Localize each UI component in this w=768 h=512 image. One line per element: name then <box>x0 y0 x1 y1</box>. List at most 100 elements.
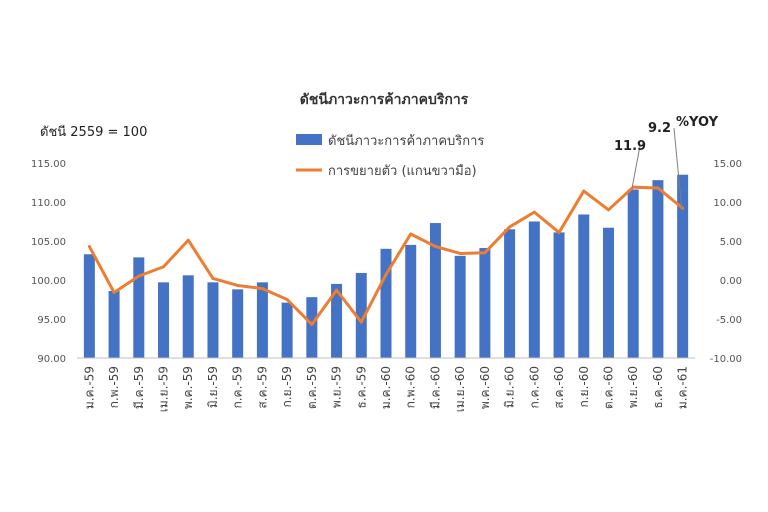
x-tick-label: มิ.ย.-59 <box>206 366 220 408</box>
bar <box>578 214 590 358</box>
bar <box>207 282 219 358</box>
line-point <box>112 290 116 294</box>
right-tick-label: 5.00 <box>720 237 742 248</box>
line-point <box>433 244 437 248</box>
x-tick-label: ธ.ค.-59 <box>354 366 368 409</box>
left-axis-unit-label: ดัชนี 2559 = 100 <box>40 124 147 140</box>
x-tick-label: พ.ค.-59 <box>181 366 195 409</box>
x-tick-label: พ.ย.-60 <box>626 366 640 408</box>
annotation-label: 11.9 <box>614 139 646 154</box>
right-tick-label: 0.00 <box>720 276 742 287</box>
line-point <box>532 210 536 214</box>
line-point <box>384 273 388 277</box>
line-point <box>582 189 586 193</box>
x-tick-label: เม.ย.-60 <box>453 366 467 412</box>
x-tick-label: ม.ค.-60 <box>379 366 393 409</box>
x-tick-label: ก.ค.-60 <box>527 366 541 409</box>
left-tick-label: 110.00 <box>31 198 66 209</box>
x-tick-label: ธ.ค.-60 <box>651 366 665 409</box>
x-tick-label: ม.ค.-61 <box>676 366 690 409</box>
bar <box>627 189 639 358</box>
chart-title: ดัชนีภาวะการค้าภาคบริการ <box>300 92 469 108</box>
bar <box>331 283 343 358</box>
x-tick-label: พ.ค.-60 <box>478 366 492 409</box>
bar <box>479 248 491 358</box>
bar <box>504 229 516 358</box>
annotation-label: 9.2 <box>648 121 671 136</box>
line-series <box>87 185 685 326</box>
left-tick-label: 95.00 <box>37 315 66 326</box>
annotation-leader <box>673 127 683 209</box>
line-point <box>335 288 339 292</box>
legend-bar-swatch <box>296 134 322 145</box>
bar <box>182 275 194 358</box>
bar <box>677 174 689 358</box>
bar <box>652 180 664 358</box>
line-point <box>211 276 215 280</box>
line-point <box>656 186 660 190</box>
line-point <box>162 265 166 269</box>
bar <box>429 223 441 358</box>
bar <box>380 248 392 358</box>
x-tick-label: ส.ค.-60 <box>552 366 566 409</box>
bar <box>454 255 466 358</box>
x-tick-label: พ.ย.-59 <box>330 366 344 408</box>
bar <box>158 282 170 358</box>
x-tick-label: ก.ย.-59 <box>280 366 294 408</box>
right-tick-label: 10.00 <box>713 198 742 209</box>
x-tick-label: ต.ค.-60 <box>601 366 615 409</box>
x-tick-label: ก.ย.-60 <box>577 366 591 408</box>
x-tick-label: มี.ค.-59 <box>132 366 146 409</box>
line-point <box>557 230 561 234</box>
legend-line-label: การขยายตัว (แกนขวามือ) <box>328 163 477 179</box>
line-point <box>409 232 413 236</box>
left-tick-label: 90.00 <box>37 354 66 365</box>
line-point <box>260 287 264 291</box>
line-point <box>458 251 462 255</box>
x-tick-label: ก.พ.-59 <box>107 366 121 408</box>
line-point <box>137 274 141 278</box>
bar <box>108 290 120 358</box>
right-tick-label: -10.00 <box>710 354 742 365</box>
line-point <box>359 320 363 324</box>
bar <box>602 227 614 358</box>
line-point <box>606 208 610 212</box>
line-point <box>186 238 190 242</box>
x-tick-label: เม.ย.-59 <box>157 366 171 412</box>
left-tick-label: 105.00 <box>31 237 66 248</box>
legend-bar-label: ดัชนีภาวะการค้าภาคบริการ <box>328 133 484 149</box>
line-point <box>236 283 240 287</box>
left-axis: 90.00 95.00 100.00 105.00 110.00 115.00 <box>31 159 66 365</box>
line-point <box>310 322 314 326</box>
line-point <box>508 225 512 229</box>
bar <box>405 244 417 358</box>
x-tick-label: ก.พ.-60 <box>404 366 418 408</box>
right-axis: -10.00 -5.00 0.00 5.00 10.00 15.00 <box>710 159 742 365</box>
x-tick-label: ม.ค.-59 <box>82 366 96 409</box>
annotations: 11.99.2 %YOY <box>614 115 719 209</box>
x-tick-label: มิ.ย.-60 <box>503 366 517 408</box>
x-tick-label: มี.ค.-60 <box>428 366 442 409</box>
bar <box>133 257 145 358</box>
legend: ดัชนีภาวะการค้าภาคบริการ การขยายตัว (แกน… <box>296 133 484 179</box>
right-tick-label: 15.00 <box>713 159 742 170</box>
x-tick-label: ต.ค.-59 <box>305 366 319 409</box>
bar <box>256 282 268 358</box>
line-point <box>87 244 91 248</box>
bar <box>553 232 565 358</box>
line-point <box>483 251 487 255</box>
right-tick-label: -5.00 <box>716 315 742 326</box>
bar <box>306 297 318 358</box>
bar <box>355 272 367 358</box>
left-tick-label: 100.00 <box>31 276 66 287</box>
bar <box>232 289 244 358</box>
x-tick-label: ส.ค.-59 <box>255 366 269 409</box>
bar <box>281 302 293 358</box>
x-tick-label: ก.ค.-59 <box>231 366 245 409</box>
annotation-leader <box>631 145 641 188</box>
x-axis: ม.ค.-59 ก.พ.-59 มี.ค.-59 เม.ย.-59 พ.ค.-59 มิ.… <box>77 357 695 412</box>
line-point <box>285 298 289 301</box>
bar <box>83 254 95 358</box>
right-axis-unit-label: %YOY <box>676 115 719 130</box>
